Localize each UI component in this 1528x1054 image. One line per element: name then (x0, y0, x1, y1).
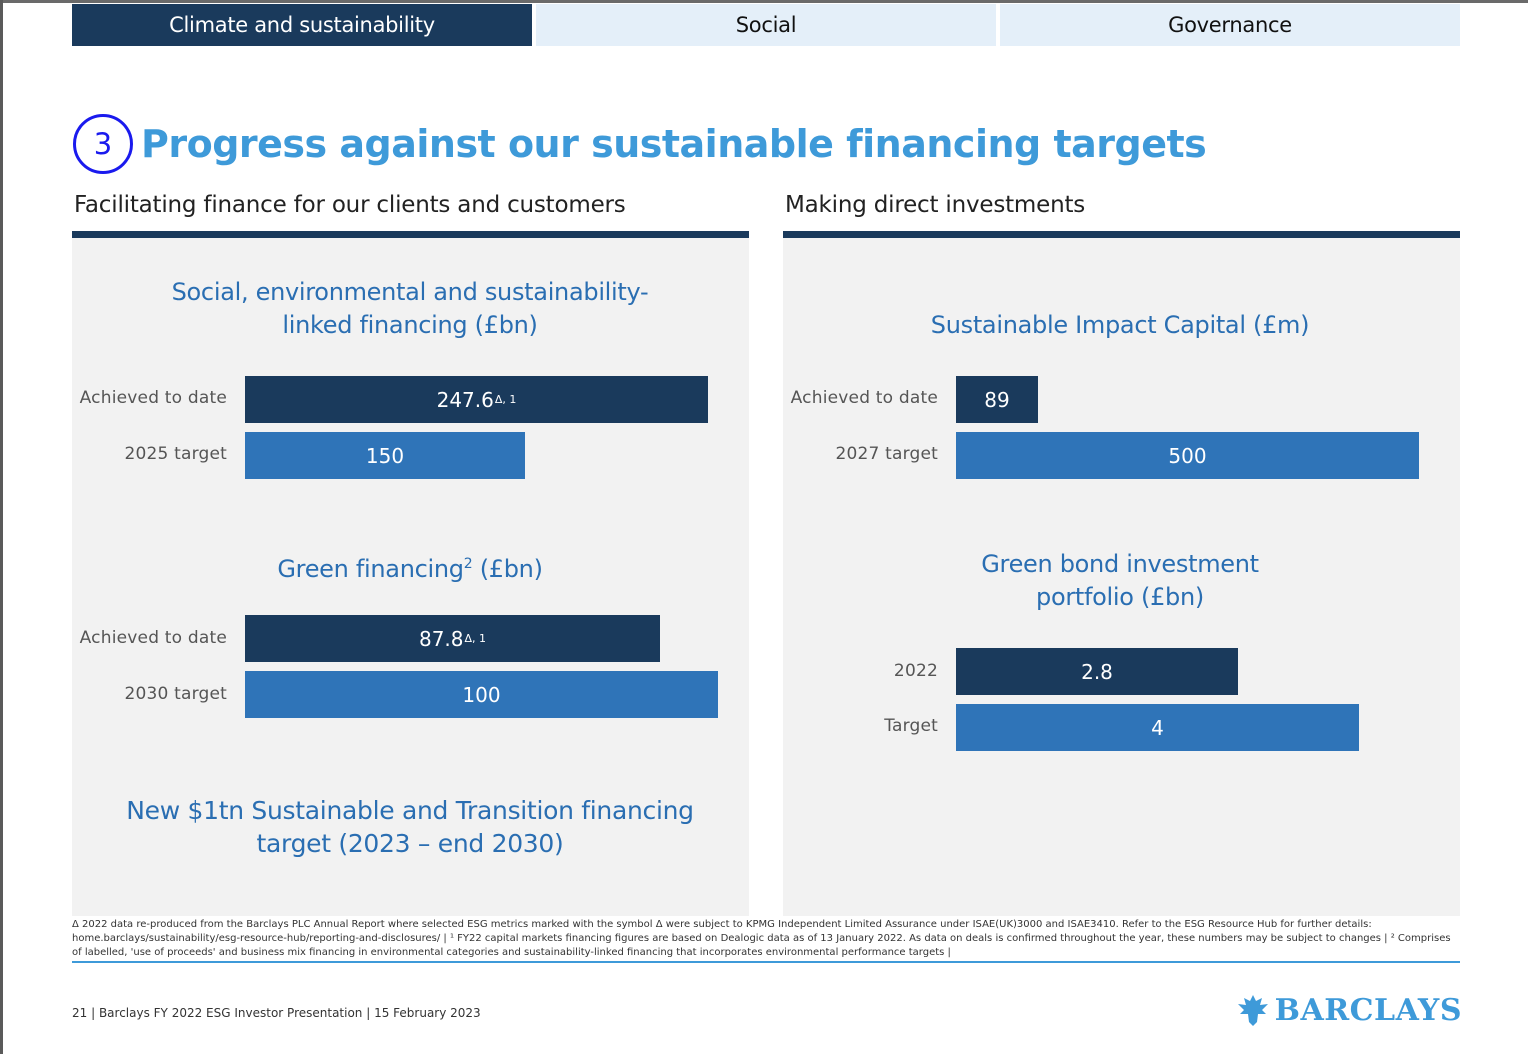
tab-social[interactable]: Social (536, 4, 996, 46)
left-panel (72, 238, 749, 916)
chart1-category-1: 2025 target (124, 444, 227, 464)
chart-title-social-financing: Social, environmental and sustainability… (171, 278, 649, 339)
chart2-category-1: 2030 target (124, 684, 227, 704)
page-footer: 21 | Barclays FY 2022 ESG Investor Prese… (72, 1006, 481, 1020)
section-number: 3 (73, 114, 133, 174)
chart2-value-target: 100 (462, 682, 501, 707)
chart-title-impact-capital: Sustainable Impact Capital (£m) (930, 311, 1310, 339)
chart1-value-target: 150 (365, 443, 405, 468)
chart4-bar-target: 4 (956, 704, 1359, 751)
right-panel-rule (783, 231, 1460, 238)
chart-title-green-bond: Green bond investment portfolio (£bn) (981, 550, 1259, 611)
chart3-value-achieved: 89 (984, 387, 1010, 412)
right-panel-title: Making direct investments (785, 192, 1086, 218)
chart2-category-0: Achieved to date (79, 628, 227, 648)
chart2-title-main: Green financing (277, 555, 464, 583)
eagle-icon (1237, 995, 1268, 1026)
footnote-rule (72, 961, 1460, 963)
tab-governance[interactable]: Governance (1000, 4, 1460, 46)
chart2-title-unit: (£bn) (479, 555, 543, 583)
chart4-category-1: Target (884, 716, 938, 736)
tab-climate[interactable]: Climate and sustainability (72, 4, 532, 46)
chart2-bar-achieved: 87.8 Δ, 1 (245, 615, 660, 662)
section-tabs: Climate and sustainability Social Govern… (72, 4, 1460, 46)
chart2-bar-target: 100 (245, 671, 718, 718)
chart4-bar-2022: 2.8 (956, 648, 1238, 695)
chart3-value-target: 500 (1168, 443, 1207, 468)
left-panel-title: Facilitating finance for our clients and… (74, 192, 626, 218)
chart4-value-target: 4 (1151, 715, 1164, 740)
chart1-footnote-mark: Δ, 1 (494, 393, 517, 406)
chart3-category-1: 2027 target (835, 444, 938, 464)
page-title: Progress against our sustainable financi… (141, 122, 1207, 166)
new-target-text: New $1tn Sustainable and Transition fina… (126, 796, 694, 858)
chart1-bar-target: 150 (245, 432, 525, 479)
window-left-border (0, 0, 3, 1054)
right-panel (783, 238, 1460, 916)
footnote: Δ 2022 data re-produced from the Barclay… (72, 919, 1451, 958)
chart4-value-2022: 2.8 (1081, 659, 1113, 684)
chart-title-green-financing: Green financing2 (£bn) (150, 548, 670, 586)
chart3-bar-achieved: 89 (956, 376, 1038, 423)
chart2-footnote-mark: Δ, 1 (464, 632, 487, 645)
chart1-value-achieved: 247.6 (436, 387, 494, 412)
chart3-bar-target: 500 (956, 432, 1419, 479)
window-top-border (0, 0, 1528, 3)
chart3-category-0: Achieved to date (790, 388, 938, 408)
section-header: 3 Progress against our sustainable finan… (73, 114, 1207, 174)
barclays-logo: BARCLAYS (1235, 992, 1462, 1028)
chart1-category-0: Achieved to date (79, 388, 227, 408)
chart2-value-achieved: 87.8 (418, 626, 464, 651)
logo-text: BARCLAYS (1274, 992, 1462, 1028)
left-panel-rule (72, 231, 749, 238)
chart1-bar-achieved: 247.6 Δ, 1 (245, 376, 708, 423)
chart2-title-footnote: 2 (463, 556, 473, 572)
chart4-category-0: 2022 (893, 661, 938, 681)
